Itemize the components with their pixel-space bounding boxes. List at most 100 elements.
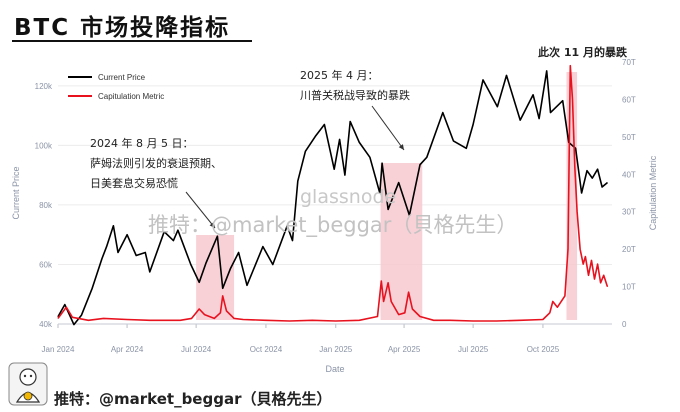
metric-point <box>408 291 409 293</box>
metric-point <box>390 301 392 302</box>
y-right-axis-title: Capitulation Metric <box>648 155 658 230</box>
metric-point <box>242 319 244 320</box>
x-axis-title: Date <box>325 364 344 374</box>
metric-point <box>549 312 551 314</box>
metric-point <box>594 278 595 280</box>
price-point <box>163 231 165 233</box>
x-tick-label: Jan 2025 <box>319 345 352 354</box>
price-point <box>262 246 264 248</box>
series-lines <box>57 64 609 326</box>
metric-point <box>311 319 313 321</box>
arrow-aug2024-head <box>209 222 215 228</box>
annotation-aug2024-line1: 2024 年 8 月 5 日： <box>90 137 194 150</box>
legend: Current Price Capitulation Metric <box>68 73 164 101</box>
price-point <box>205 262 207 264</box>
price-point <box>333 168 335 170</box>
price-point <box>173 240 174 242</box>
price-point <box>314 136 316 137</box>
price-point <box>81 314 82 316</box>
price-point <box>381 162 383 164</box>
avatar-icon <box>8 362 48 406</box>
price-point <box>597 168 598 170</box>
price-point <box>442 112 444 113</box>
price-point <box>398 182 400 184</box>
metric-point <box>65 306 67 308</box>
metric-point <box>213 318 215 319</box>
price-point <box>409 214 410 216</box>
metric-point <box>567 248 569 250</box>
axes: 40k 60k 80k 100k 120k 0 10T 20T 30T 40T 50T 60T 70T J… <box>11 58 658 374</box>
price-point <box>419 164 421 166</box>
metric-point <box>404 312 406 314</box>
legend-label: Current Price <box>98 73 146 82</box>
metric-point <box>380 280 382 282</box>
metric-point <box>412 308 413 310</box>
arrow-apr2025 <box>371 105 405 151</box>
metric-point <box>519 319 521 321</box>
price-point <box>91 287 93 289</box>
watermark-glassnode: glassnode <box>300 186 397 208</box>
price-point <box>586 170 588 172</box>
metric-point <box>103 318 104 319</box>
metric-point <box>289 320 290 322</box>
metric-point <box>588 274 589 276</box>
price-point <box>601 186 603 188</box>
price-point <box>506 75 507 76</box>
price-point <box>101 258 103 259</box>
price-point <box>550 112 551 113</box>
annotation-nov2025: 此次 11 月的暴跌 <box>538 46 627 59</box>
metric-point <box>233 318 235 319</box>
metric-point <box>149 319 151 321</box>
annotation-aug2024-line2: 萨姆法则引发的衰退预期、 <box>90 157 222 170</box>
metric-point <box>265 319 267 321</box>
price-point <box>538 118 540 119</box>
y-right-tick-label: 70T <box>622 58 636 67</box>
annotation-apr2025-line2: 川普关税战导致的暴跌 <box>300 89 410 102</box>
x-tick-label: Oct 2024 <box>250 345 283 354</box>
price-point <box>198 281 200 283</box>
x-tick-label: Apr 2024 <box>111 345 144 354</box>
price-point <box>238 252 240 253</box>
metric-point <box>387 282 389 284</box>
metric-point <box>433 319 435 321</box>
arrow-apr2025-head <box>398 144 404 150</box>
price-point <box>349 121 351 122</box>
metric-point <box>179 319 181 321</box>
price-point <box>369 156 371 158</box>
page-title: BTC 市场投降指标 <box>14 15 231 41</box>
x-tick-label: Oct 2025 <box>527 345 560 354</box>
metric-point <box>607 286 608 287</box>
metric-point <box>191 318 193 319</box>
y-right-tick-label: 20T <box>622 245 636 254</box>
price-point <box>519 119 521 121</box>
watermark-twitter: 推特：@market_beggar（貝格先生） <box>148 213 518 237</box>
price-point <box>339 139 340 140</box>
metric-point <box>574 166 576 168</box>
price-point <box>246 284 248 286</box>
x-tick-label: Jan 2024 <box>42 345 75 354</box>
price-point <box>64 304 66 305</box>
price-point <box>117 252 119 253</box>
price-point <box>379 192 381 194</box>
price-point <box>546 70 548 72</box>
price-point <box>387 209 389 210</box>
metric-point <box>585 256 586 257</box>
price-point <box>190 264 192 265</box>
price-point <box>358 142 360 143</box>
metric-point <box>377 316 378 317</box>
price-point <box>73 324 75 325</box>
metric-point <box>603 274 605 276</box>
y-left-tick-label: 80k <box>39 201 53 210</box>
price-point <box>575 147 576 149</box>
metric-point <box>222 295 224 297</box>
annotation-apr2025-line1: 2025 年 4 月： <box>300 69 379 82</box>
price-point <box>297 180 299 182</box>
x-tick-label: Jul 2025 <box>458 345 489 354</box>
metric-point <box>220 312 221 314</box>
metric-point <box>552 301 554 302</box>
y-left-tick-label: 60k <box>39 260 53 269</box>
price-point <box>607 182 608 184</box>
price-point <box>453 140 454 142</box>
price-point <box>344 174 346 176</box>
metric-point <box>496 320 497 322</box>
